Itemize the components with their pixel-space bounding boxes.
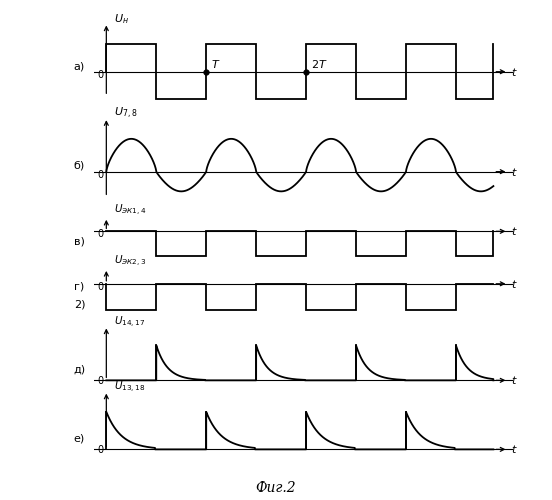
Text: д): д) xyxy=(74,365,86,375)
Text: 0: 0 xyxy=(98,376,104,386)
Text: а): а) xyxy=(74,62,85,72)
Text: в): в) xyxy=(74,236,85,246)
Text: $U_н$: $U_н$ xyxy=(114,12,129,26)
Text: $U_{ЭК1,4}$: $U_{ЭК1,4}$ xyxy=(114,203,146,218)
Text: 0: 0 xyxy=(98,170,104,180)
Text: $t$: $t$ xyxy=(511,166,518,177)
Text: 0: 0 xyxy=(98,70,104,80)
Text: 0: 0 xyxy=(98,282,104,292)
Text: $t$: $t$ xyxy=(511,226,518,237)
Text: 0: 0 xyxy=(98,229,104,239)
Text: $T$: $T$ xyxy=(211,58,221,70)
Text: $U_{13,18}$: $U_{13,18}$ xyxy=(114,380,145,395)
Text: $t$: $t$ xyxy=(511,278,518,290)
Text: $2T$: $2T$ xyxy=(311,58,328,70)
Text: е): е) xyxy=(74,433,85,443)
Text: $t$: $t$ xyxy=(511,66,518,78)
Text: $U_{ЭК2,3}$: $U_{ЭК2,3}$ xyxy=(114,254,146,270)
Text: б): б) xyxy=(74,160,85,170)
Text: 0: 0 xyxy=(98,445,104,455)
Text: 2): 2) xyxy=(74,300,86,310)
Text: Фиг.2: Фиг.2 xyxy=(256,481,296,495)
Text: $t$: $t$ xyxy=(511,444,518,456)
Text: $U_{7,8}$: $U_{7,8}$ xyxy=(114,106,137,122)
Text: $U_{14,17}$: $U_{14,17}$ xyxy=(114,314,145,330)
Text: $t$: $t$ xyxy=(511,374,518,386)
Text: г): г) xyxy=(74,282,84,292)
